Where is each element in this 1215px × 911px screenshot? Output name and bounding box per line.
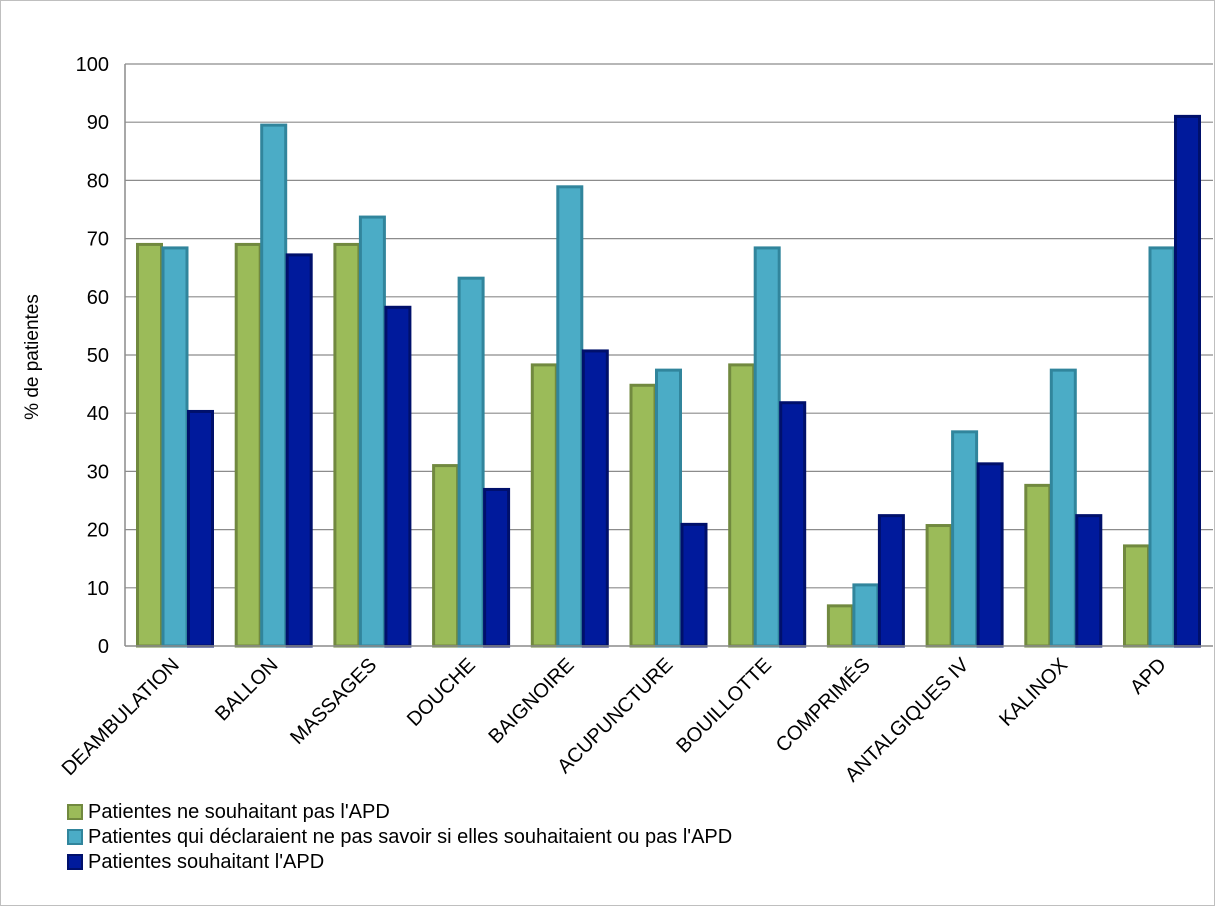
bar [951, 430, 979, 648]
legend-label: Patientes souhaitant l'APD [88, 851, 324, 873]
bar [629, 383, 657, 648]
bar [1075, 514, 1103, 648]
bar [655, 368, 682, 648]
y-tick-label: 60 [87, 287, 109, 309]
bar [483, 487, 511, 648]
bar [925, 524, 953, 648]
y-axis-label: % de patientes [22, 294, 43, 420]
y-tick-label: 100 [76, 54, 109, 76]
bar [680, 522, 708, 648]
bar [161, 246, 189, 648]
bar [753, 246, 781, 648]
legend-label: Patientes qui déclaraient ne pas savoir … [88, 826, 732, 848]
legend-swatch [67, 804, 83, 820]
bar [333, 242, 361, 648]
legend-label: Patientes ne souhaitant pas l'APD [88, 801, 390, 823]
y-tick-label: 30 [87, 461, 109, 483]
bar [136, 242, 163, 648]
bar [384, 305, 412, 648]
legend-swatch [67, 854, 83, 870]
bar [581, 349, 609, 648]
bar [826, 604, 854, 648]
y-tick-label: 40 [87, 403, 109, 425]
y-tick-label: 70 [87, 229, 109, 251]
bar [779, 401, 807, 648]
bar [358, 215, 386, 648]
bar [1024, 483, 1052, 648]
bar [556, 185, 584, 648]
bar [432, 464, 460, 648]
bar [187, 409, 214, 648]
bar [852, 583, 880, 648]
y-tick-label: 90 [87, 112, 109, 134]
legend: Patientes ne souhaitant pas l'APD Patient… [67, 801, 732, 873]
bar [1049, 368, 1077, 648]
y-tick-label: 80 [87, 170, 109, 192]
bar [1174, 114, 1201, 648]
bar [1123, 544, 1150, 648]
y-tick-label: 20 [87, 520, 109, 542]
bar [877, 514, 905, 648]
bar [234, 242, 262, 648]
bar [728, 363, 756, 648]
bar [457, 276, 485, 648]
bar [976, 462, 1004, 648]
bar [285, 253, 313, 648]
bar [260, 123, 288, 648]
bar [530, 363, 558, 648]
y-tick-label: 50 [87, 345, 109, 367]
y-tick-label: 0 [98, 636, 109, 658]
legend-swatch [67, 829, 83, 845]
y-tick-label: 10 [87, 578, 109, 600]
bar [1148, 246, 1176, 648]
